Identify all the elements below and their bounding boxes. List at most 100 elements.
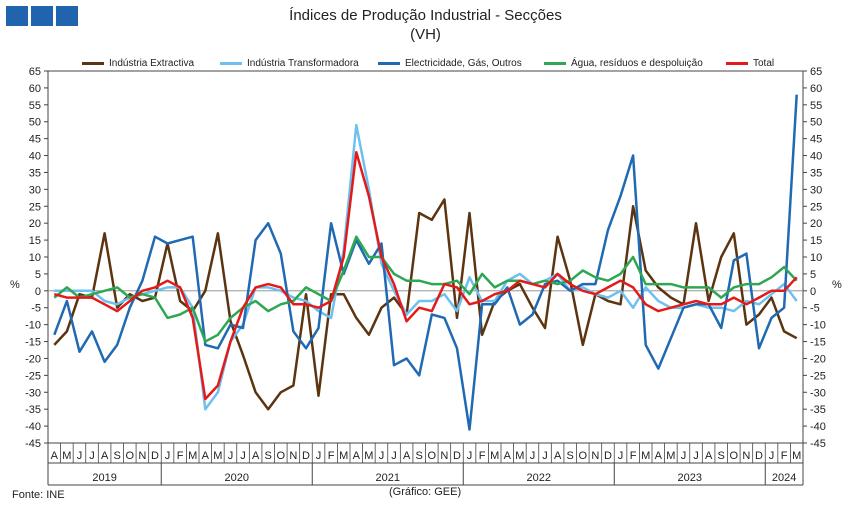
logo-block-3	[56, 6, 78, 26]
month-label: J	[530, 450, 536, 462]
y-tick-label-left: 60	[29, 83, 41, 95]
ine-logo	[6, 6, 78, 26]
month-label: A	[252, 450, 260, 462]
month-label: O	[126, 450, 135, 462]
year-label: 2022	[527, 472, 551, 484]
y-tick-label-left: 5	[35, 269, 41, 281]
y-axis-label-left: %	[10, 279, 20, 291]
month-label: A	[705, 450, 713, 462]
month-label: D	[604, 450, 612, 462]
y-tick-label-right: -30	[810, 387, 826, 399]
series-line-total	[53, 150, 798, 401]
y-tick-label-left: -25	[25, 370, 41, 382]
chart-title: Índices de Produção Industrial - Secções	[289, 7, 562, 24]
year-label: 2023	[678, 472, 702, 484]
legend-item: Total	[726, 58, 774, 69]
month-label: M	[188, 450, 197, 462]
month-label: A	[403, 450, 411, 462]
series-line-industria-extractiva	[53, 198, 798, 411]
month-label: A	[655, 450, 663, 462]
y-tick-label-left: -15	[25, 337, 41, 349]
y-tick-label-left: 15	[29, 235, 41, 247]
month-label: F	[479, 450, 486, 462]
month-label: J	[391, 450, 397, 462]
month-label: N	[440, 450, 448, 462]
month-label: J	[681, 450, 687, 462]
month-label: N	[742, 450, 750, 462]
month-label: M	[792, 450, 801, 462]
legend-swatch	[726, 62, 748, 65]
chart-credit: (Gráfico: GEE)	[389, 486, 462, 498]
year-label: 2024	[772, 472, 796, 484]
legend-item: Água, resíduos e despoluição	[544, 58, 703, 69]
y-tick-label-right: -40	[810, 421, 826, 433]
month-label: S	[567, 450, 574, 462]
month-label: N	[591, 450, 599, 462]
series-line-electricidade-gas-outros	[53, 94, 798, 431]
y-tick-label-right: 15	[810, 235, 822, 247]
y-tick-label-right: 30	[810, 184, 822, 196]
legend-swatch	[220, 62, 242, 65]
y-tick-label-right: -10	[810, 320, 826, 332]
y-tick-label-left: 50	[29, 117, 41, 129]
legend-label: Água, resíduos e despoluição	[571, 58, 703, 69]
month-label: A	[504, 450, 512, 462]
y-tick-label-right: 5	[810, 269, 816, 281]
y-tick-label-left: 10	[29, 252, 41, 264]
y-tick-label-left: 55	[29, 100, 41, 112]
legend-label: Electricidade, Gás, Outros	[405, 58, 522, 69]
month-label: J	[467, 450, 473, 462]
y-axis-label-right: %	[832, 279, 842, 291]
month-label: F	[177, 450, 184, 462]
month-label: J	[769, 450, 775, 462]
month-label: A	[353, 450, 361, 462]
month-label: N	[289, 450, 297, 462]
month-label: A	[202, 450, 210, 462]
y-tick-label-right: 55	[810, 100, 822, 112]
month-label: D	[302, 450, 310, 462]
y-tick-label-right: -15	[810, 337, 826, 349]
y-tick-label-right: 65	[810, 66, 822, 78]
month-label: J	[240, 450, 246, 462]
month-label: O	[730, 450, 739, 462]
y-tick-label-right: 60	[810, 83, 822, 95]
legend-swatch	[82, 62, 104, 65]
legend-label: Total	[753, 58, 775, 69]
legend-label: Indústria Extractiva	[109, 58, 195, 69]
y-tick-label-left: -40	[25, 421, 41, 433]
month-label: O	[579, 450, 588, 462]
y-tick-label-right: -5	[810, 303, 820, 315]
y-tick-label-right: 35	[810, 167, 822, 179]
legend-item: Indústria Extractiva	[82, 58, 194, 69]
y-tick-label-right: 45	[810, 134, 822, 146]
month-label: O	[277, 450, 286, 462]
month-label: M	[62, 450, 71, 462]
chart-title-block: Índices de Produção Industrial - Secções…	[0, 6, 851, 44]
y-tick-label-right: -20	[810, 353, 826, 365]
y-tick-label-right: -45	[810, 438, 826, 450]
legend-label: Indústria Transformadora	[247, 58, 359, 69]
legend-item: Indústria Transformadora	[220, 58, 359, 69]
chart-subtitle: (VH)	[410, 26, 441, 43]
y-tick-label-right: 10	[810, 252, 822, 264]
month-label: M	[213, 450, 222, 462]
legend-swatch	[544, 62, 566, 65]
month-label: D	[151, 450, 159, 462]
month-label: M	[666, 450, 675, 462]
month-label: S	[416, 450, 423, 462]
month-label: J	[693, 450, 699, 462]
month-label: A	[51, 450, 59, 462]
month-label: M	[641, 450, 650, 462]
month-label: F	[328, 450, 335, 462]
y-tick-label-left: 65	[29, 66, 41, 78]
y-tick-label-right: 20	[810, 218, 822, 230]
logo-block-1	[6, 6, 28, 26]
legend-swatch	[378, 62, 400, 65]
month-label: J	[228, 450, 234, 462]
y-tick-label-left: -35	[25, 404, 41, 416]
month-label: A	[101, 450, 109, 462]
legend-item: Electricidade, Gás, Outros	[378, 58, 522, 69]
month-label: M	[490, 450, 499, 462]
y-tick-label-left: 45	[29, 134, 41, 146]
